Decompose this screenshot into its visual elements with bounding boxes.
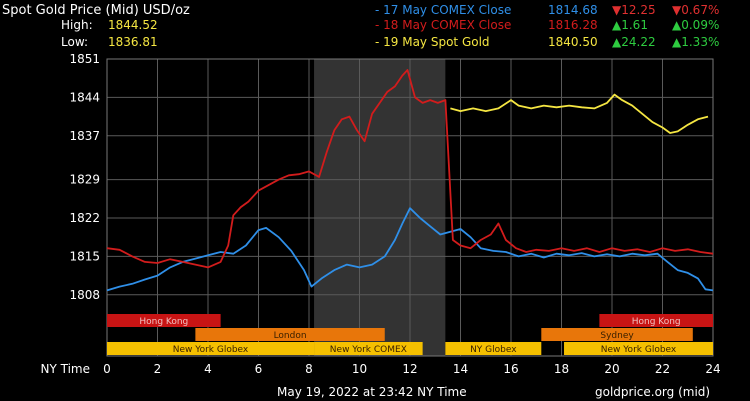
legend-label: - 19 May Spot Gold — [375, 35, 490, 49]
series-line — [106, 207, 714, 292]
y-tick-label: 1829 — [69, 173, 100, 187]
legend-change-pct: ▲0.09% — [672, 18, 720, 32]
series-line — [106, 69, 714, 269]
x-tick-label: 12 — [402, 362, 417, 376]
session-bar — [564, 342, 713, 355]
x-tick-label: 8 — [305, 362, 313, 376]
legend-change-pct: ▼0.67% — [672, 3, 720, 17]
session-label: Sydney — [600, 331, 634, 341]
legend-change: ▲24.22 — [612, 35, 656, 49]
session-label: NY Globex — [470, 345, 517, 355]
session-label: Hong Kong — [632, 317, 681, 327]
source: goldprice.org (mid) — [595, 385, 711, 399]
x-tick-label: 18 — [554, 362, 569, 376]
series-line — [450, 93, 709, 134]
legend-price: 1814.68 — [548, 3, 598, 17]
session-bar — [107, 342, 315, 355]
plot-frame — [106, 58, 714, 357]
session-label: Hong Kong — [139, 317, 188, 327]
x-tick-label: 20 — [604, 362, 619, 376]
x-axis-label: NY Time — [41, 362, 91, 376]
x-tick-label: 24 — [705, 362, 720, 376]
legend-change: ▲1.61 — [612, 18, 648, 32]
chart-title: Spot Gold Price (Mid) USD/oz — [2, 3, 190, 18]
legend-price: 1816.28 — [548, 18, 598, 32]
x-tick-label: 22 — [655, 362, 670, 376]
session-bar — [541, 328, 693, 341]
x-tick-label: 6 — [255, 362, 263, 376]
x-tick-label: 0 — [103, 362, 111, 376]
high-label: High: — [61, 18, 93, 32]
legend-price: 1840.50 — [548, 35, 598, 49]
session-bar — [599, 314, 713, 327]
session-label: London — [274, 331, 307, 341]
session-bar — [195, 328, 385, 341]
y-tick-label: 1844 — [69, 90, 100, 104]
high-value: 1844.52 — [108, 18, 158, 32]
legend-change-pct: ▲1.33% — [672, 35, 720, 49]
legend-label: - 18 May COMEX Close — [375, 18, 512, 32]
x-tick-label: 10 — [352, 362, 367, 376]
y-tick-label: 1851 — [69, 52, 100, 66]
y-tick-label: 1808 — [69, 288, 100, 302]
session-bar — [445, 342, 542, 355]
session-bar — [107, 314, 221, 327]
low-label: Low: — [61, 35, 89, 49]
y-tick-label: 1815 — [69, 249, 100, 263]
x-tick-label: 2 — [154, 362, 162, 376]
highlight-band — [314, 59, 446, 356]
session-bar — [314, 342, 423, 355]
y-tick-label: 1837 — [69, 129, 100, 143]
legend-change: ▼12.25 — [612, 3, 656, 17]
x-tick-label: 4 — [204, 362, 212, 376]
timestamp: May 19, 2022 at 23:42 NY Time — [277, 385, 467, 399]
y-tick-label: 1822 — [69, 211, 100, 225]
session-label: New York COMEX — [330, 345, 407, 355]
session-label: New York Globex — [173, 345, 249, 355]
x-tick-label: 16 — [503, 362, 518, 376]
x-tick-label: 14 — [453, 362, 468, 376]
low-value: 1836.81 — [108, 35, 158, 49]
session-label: New York Globex — [601, 345, 677, 355]
legend-label: - 17 May COMEX Close — [375, 3, 512, 17]
